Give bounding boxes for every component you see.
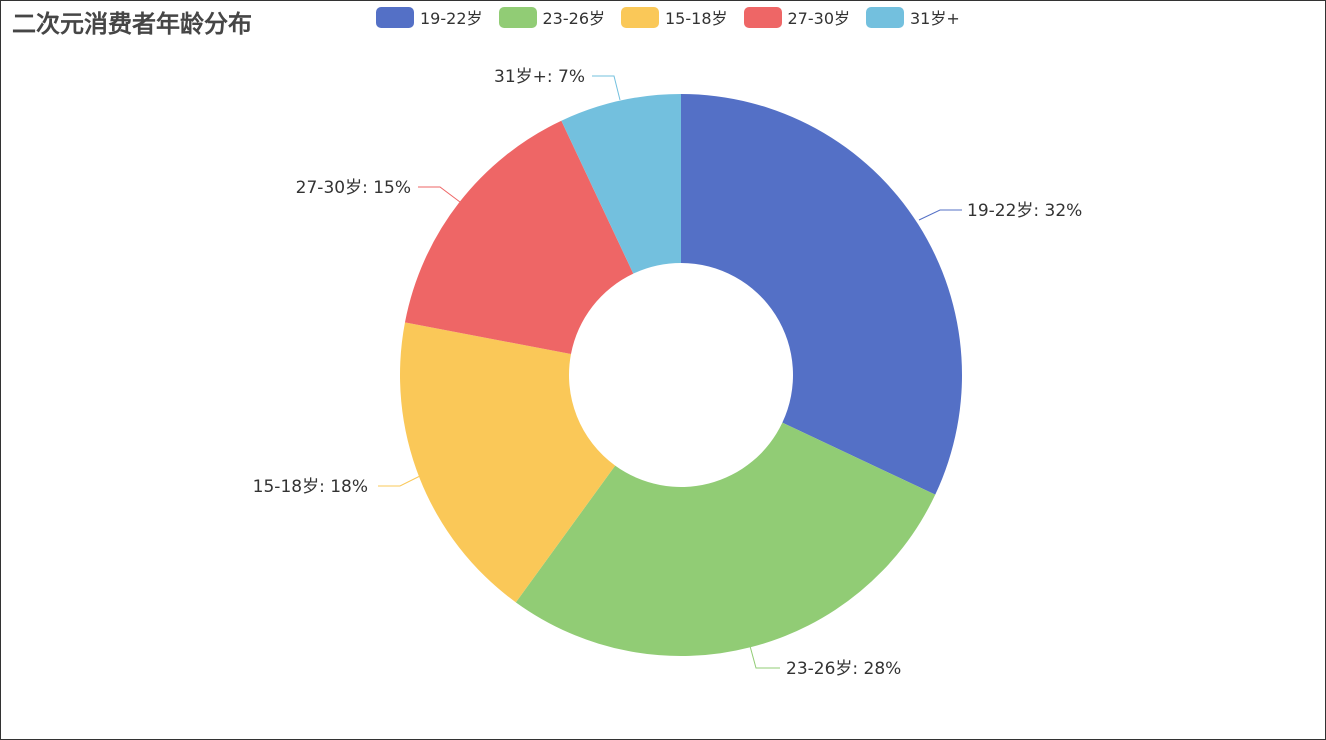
legend-swatch: [498, 6, 537, 28]
legend-item-27-30[interactable]: 27-30岁: [743, 5, 851, 29]
chart-title: 二次元消费者年龄分布: [12, 10, 252, 38]
legend-item-19-22[interactable]: 19-22岁: [376, 5, 483, 29]
slice-label-23-26: 23-26岁: 28%: [786, 659, 901, 679]
legend: 19-22岁 23-26岁 15-18岁 27-30岁 31岁+: [376, 6, 976, 28]
label-line-19-22: [918, 209, 962, 221]
slice-label-15-18: 15-18岁: 18%: [253, 477, 368, 497]
slice-label-27-30: 27-30岁: 15%: [296, 178, 411, 198]
legend-label: 31岁+: [910, 9, 960, 28]
legend-label: 27-30岁: [787, 9, 851, 28]
legend-label: 15-18岁: [665, 9, 728, 28]
pie-slice-15-18[interactable]: [400, 322, 616, 603]
pie-slice-23-26[interactable]: [515, 422, 936, 656]
slice-label-19-22: 19-22岁: 32%: [967, 201, 1082, 221]
legend-swatch: [621, 6, 659, 28]
pie-slice-31-plus[interactable]: [561, 94, 681, 274]
label-line-23-26: [749, 645, 780, 669]
legend-item-23-26[interactable]: 23-26岁: [498, 5, 606, 29]
legend-item-31-plus[interactable]: 31岁+: [866, 5, 960, 29]
legend-swatch: [743, 6, 782, 28]
label-line-27-30: [418, 186, 461, 203]
label-line-15-18: [378, 475, 421, 487]
label-line-31-plus: [592, 75, 621, 101]
legend-swatch: [376, 6, 414, 28]
legend-label: 19-22岁: [420, 9, 483, 28]
slice-label-31-plus: 31岁+: 7%: [494, 67, 585, 87]
pie-slice-19-22[interactable]: [681, 94, 962, 495]
pie-slice-27-30[interactable]: [404, 120, 634, 355]
legend-label: 23-26岁: [542, 9, 606, 28]
legend-swatch: [866, 6, 904, 28]
legend-item-15-18[interactable]: 15-18岁: [621, 5, 728, 29]
